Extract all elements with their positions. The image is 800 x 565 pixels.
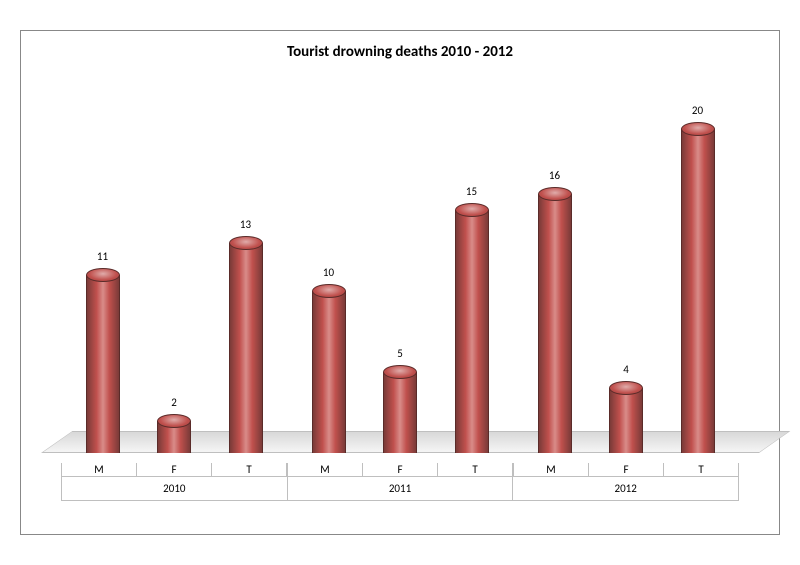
cylinder-top	[229, 236, 263, 250]
bar-2012-M: 16	[525, 113, 585, 453]
cylinder-top	[312, 284, 346, 298]
axis-cell: F	[136, 463, 212, 477]
cylinder-body	[538, 194, 572, 453]
cylinder	[681, 129, 715, 453]
axis-categories-2012: M F T	[513, 453, 739, 477]
cylinder-top	[86, 268, 120, 282]
bar-2011-F: 5	[370, 113, 430, 453]
axis-cell: M	[513, 463, 589, 477]
data-label: 15	[466, 185, 477, 198]
cylinder-top	[383, 365, 417, 379]
data-label: 20	[692, 104, 703, 117]
cylinder	[609, 388, 643, 453]
cylinder-body	[229, 243, 263, 453]
bars-container: 11 2 13	[61, 113, 739, 453]
cylinder-body	[312, 291, 346, 453]
chart-title: Tourist drowning deaths 2010 - 2012	[41, 43, 759, 61]
cylinder-top	[157, 414, 191, 428]
data-label: 2	[171, 396, 177, 409]
bar-2010-T: 13	[216, 113, 276, 453]
bar-2012-F: 4	[596, 113, 656, 453]
cylinder-body	[455, 210, 489, 453]
cylinder	[312, 291, 346, 453]
year-group-2010: 11 2 13	[61, 113, 287, 453]
bar-2011-T: 15	[442, 113, 502, 453]
data-label: 13	[240, 218, 251, 231]
cylinder-top	[681, 122, 715, 136]
data-label: 4	[623, 363, 629, 376]
cylinder	[86, 275, 120, 453]
cylinder-body	[86, 275, 120, 453]
chart-frame: Tourist drowning deaths 2010 - 2012 11 2	[20, 30, 780, 535]
axis-cell: M	[61, 463, 137, 477]
cylinder-top	[455, 203, 489, 217]
cylinder	[383, 372, 417, 453]
cylinder	[157, 421, 191, 453]
axis-categories-2010: M F T	[61, 453, 287, 477]
cylinder-body	[609, 388, 643, 453]
axis-categories-2011: M F T	[287, 453, 513, 477]
cylinder-top	[538, 187, 572, 201]
cylinder-body	[383, 372, 417, 453]
axis-year-cell: 2011	[287, 477, 514, 501]
data-label: 11	[97, 250, 108, 263]
cylinder	[538, 194, 572, 453]
year-group-2012: 16 4 20	[513, 113, 739, 453]
data-label: 10	[323, 266, 334, 279]
x-axis-categories: M F T M F T M F T	[61, 453, 739, 477]
year-group-2011: 10 5 15	[287, 113, 513, 453]
axis-year-cell: 2010	[61, 477, 288, 501]
axis-cell: T	[437, 463, 513, 477]
axis-cell: F	[362, 463, 438, 477]
data-label: 16	[549, 169, 560, 182]
bar-2011-M: 10	[299, 113, 359, 453]
chart-plot-area: 11 2 13	[41, 71, 759, 501]
bar-2010-M: 11	[73, 113, 133, 453]
axis-cell: T	[663, 463, 739, 477]
cylinder-body	[681, 129, 715, 453]
axis-cell: M	[287, 463, 363, 477]
x-axis-years: 2010 2011 2012	[61, 477, 739, 501]
bar-2010-F: 2	[144, 113, 204, 453]
axis-cell: T	[211, 463, 287, 477]
cylinder	[455, 210, 489, 453]
data-label: 5	[397, 347, 403, 360]
axis-year-cell: 2012	[512, 477, 739, 501]
axis-cell: F	[588, 463, 664, 477]
bar-2012-T: 20	[668, 113, 728, 453]
cylinder	[229, 243, 263, 453]
